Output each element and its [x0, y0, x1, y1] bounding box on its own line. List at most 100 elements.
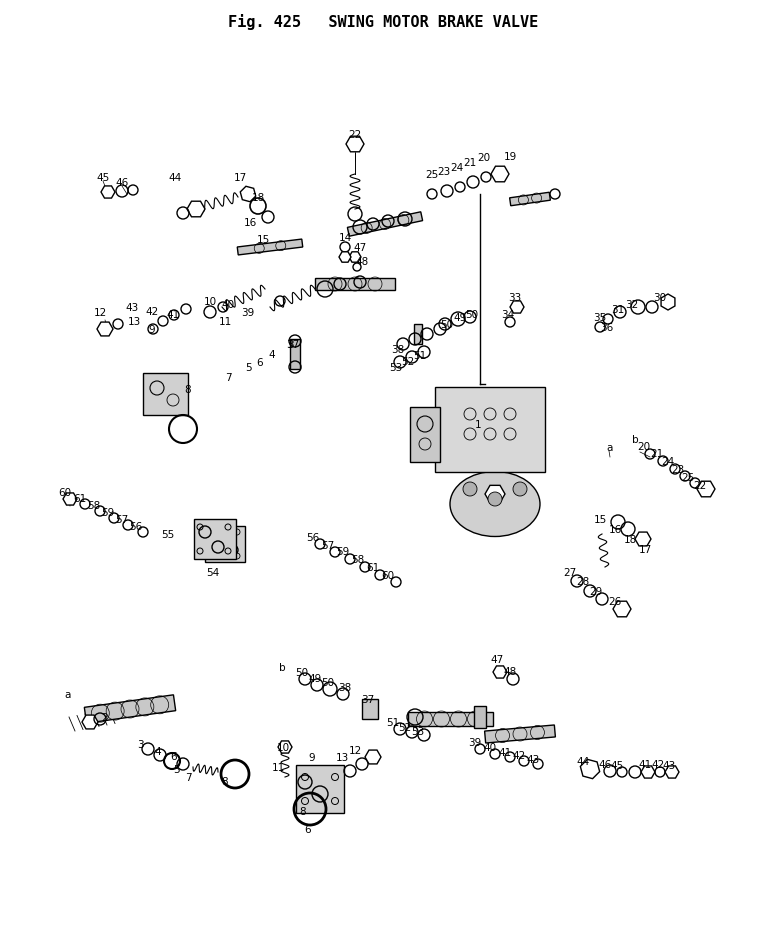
- Text: 17: 17: [233, 173, 247, 183]
- Polygon shape: [635, 532, 651, 546]
- Polygon shape: [187, 202, 205, 218]
- Text: 10: 10: [203, 297, 216, 307]
- Text: 50: 50: [466, 309, 479, 320]
- Polygon shape: [278, 742, 292, 753]
- Polygon shape: [84, 695, 176, 724]
- Polygon shape: [290, 340, 300, 369]
- Text: 7: 7: [185, 772, 191, 783]
- Text: 13: 13: [335, 752, 349, 763]
- Text: 10: 10: [276, 743, 290, 752]
- Text: 52: 52: [398, 723, 412, 732]
- Text: 11: 11: [219, 317, 232, 327]
- Text: 12: 12: [94, 307, 107, 318]
- Text: 26: 26: [608, 596, 621, 606]
- Polygon shape: [339, 252, 351, 263]
- Polygon shape: [407, 712, 492, 726]
- Text: 45: 45: [97, 173, 110, 183]
- Polygon shape: [665, 766, 679, 778]
- Text: b: b: [278, 663, 285, 672]
- Text: 37: 37: [286, 340, 300, 349]
- Polygon shape: [237, 240, 303, 256]
- Polygon shape: [485, 725, 555, 744]
- Text: 55: 55: [161, 529, 175, 540]
- Text: 39: 39: [242, 307, 255, 318]
- Text: 27: 27: [564, 567, 577, 578]
- Text: 21: 21: [463, 158, 476, 168]
- Text: 37: 37: [361, 694, 374, 704]
- Polygon shape: [491, 167, 509, 183]
- Text: 36: 36: [601, 323, 614, 332]
- Text: 32: 32: [625, 300, 639, 309]
- Text: 56: 56: [306, 532, 320, 543]
- Polygon shape: [194, 520, 236, 560]
- Text: 18: 18: [252, 193, 265, 203]
- Text: 19: 19: [503, 151, 517, 162]
- Polygon shape: [509, 193, 551, 207]
- Text: 5: 5: [173, 764, 180, 774]
- Text: 56: 56: [130, 522, 143, 531]
- Polygon shape: [581, 760, 600, 779]
- Text: 33: 33: [509, 292, 522, 303]
- Text: 17: 17: [638, 545, 652, 554]
- Text: 34: 34: [502, 309, 515, 320]
- Text: 20: 20: [637, 442, 650, 451]
- Text: 52: 52: [401, 357, 415, 367]
- Text: 45: 45: [611, 761, 624, 770]
- Text: 21: 21: [650, 448, 663, 459]
- Text: 23: 23: [671, 465, 685, 474]
- Polygon shape: [661, 295, 675, 310]
- Text: 42: 42: [146, 307, 159, 317]
- Circle shape: [488, 492, 502, 506]
- Text: 53: 53: [411, 726, 425, 736]
- Polygon shape: [315, 279, 395, 290]
- Text: 43: 43: [663, 761, 676, 770]
- Polygon shape: [82, 715, 98, 729]
- Polygon shape: [205, 526, 245, 563]
- Text: 13: 13: [127, 317, 140, 327]
- Text: 41: 41: [499, 747, 512, 757]
- Polygon shape: [296, 765, 344, 813]
- Polygon shape: [362, 700, 378, 720]
- Text: 41: 41: [166, 309, 179, 320]
- Text: 54: 54: [206, 567, 219, 578]
- Text: 16: 16: [243, 218, 257, 228]
- Text: 42: 42: [651, 759, 665, 769]
- Text: 59: 59: [101, 507, 114, 518]
- Polygon shape: [346, 137, 364, 152]
- Text: 60: 60: [381, 570, 394, 581]
- Text: 29: 29: [589, 586, 603, 596]
- Text: 15: 15: [594, 514, 607, 525]
- Ellipse shape: [450, 472, 540, 537]
- Text: 47: 47: [354, 243, 367, 252]
- Text: 58: 58: [87, 501, 100, 510]
- Text: 9: 9: [308, 752, 315, 763]
- Polygon shape: [410, 407, 440, 462]
- Text: 51: 51: [413, 350, 426, 361]
- Text: 25: 25: [681, 472, 695, 483]
- Text: 1: 1: [475, 420, 482, 429]
- Text: 44: 44: [576, 756, 590, 766]
- Text: 22: 22: [348, 129, 361, 140]
- Polygon shape: [347, 212, 423, 237]
- Polygon shape: [97, 323, 113, 337]
- Text: 8: 8: [300, 806, 306, 816]
- Text: 18: 18: [624, 534, 637, 545]
- Text: 35: 35: [594, 312, 607, 323]
- Text: 50: 50: [295, 667, 308, 677]
- Text: 38: 38: [391, 345, 405, 355]
- Text: 60: 60: [58, 487, 71, 498]
- Text: 42: 42: [512, 750, 525, 761]
- Text: 6: 6: [257, 358, 263, 367]
- Text: 2: 2: [102, 712, 108, 723]
- Text: 7: 7: [225, 372, 232, 383]
- Text: 28: 28: [576, 576, 590, 586]
- Text: 39: 39: [469, 737, 482, 747]
- Polygon shape: [240, 188, 255, 203]
- Polygon shape: [474, 706, 486, 728]
- Text: 11: 11: [272, 763, 285, 772]
- Text: 43: 43: [526, 754, 540, 764]
- Circle shape: [513, 483, 527, 497]
- Text: 4: 4: [268, 349, 275, 360]
- Text: 6: 6: [304, 824, 311, 834]
- Text: 3: 3: [287, 340, 293, 349]
